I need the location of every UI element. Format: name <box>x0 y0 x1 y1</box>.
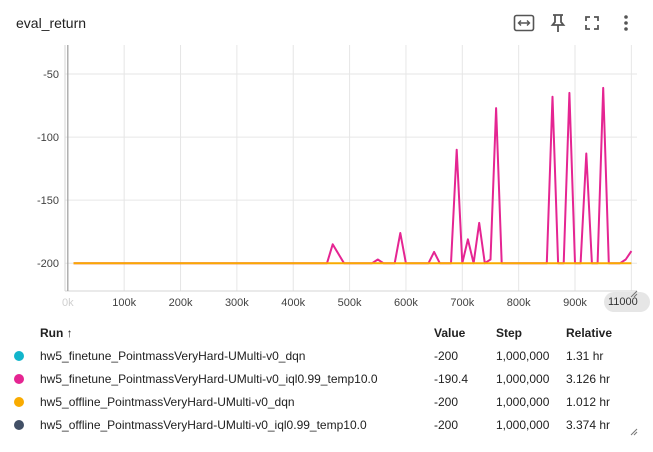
sort-arrow-icon: ↑ <box>66 326 73 340</box>
run-value: -190.4 <box>434 371 469 386</box>
run-name: hw5_finetune_PointmassVeryHard-UMulti-v0… <box>40 371 378 386</box>
y-tick-label: -50 <box>43 69 59 81</box>
fit-domain-icon <box>513 14 535 32</box>
table-row[interactable]: hw5_finetune_PointmassVeryHard-UMulti-v0… <box>14 367 646 390</box>
run-color-dot <box>14 374 24 385</box>
value-column-header[interactable]: Value <box>434 326 466 340</box>
x-tick-label: 0k <box>62 297 74 309</box>
pin-button[interactable] <box>541 11 575 35</box>
y-tick-label: -150 <box>37 195 59 207</box>
x-tick-label: 100k <box>112 297 136 309</box>
y-tick-label: -100 <box>37 132 59 144</box>
run-step: 1,000,000 <box>496 394 550 409</box>
chart-toolbar <box>507 11 643 35</box>
run-step: 1,000,000 <box>496 371 550 386</box>
x-tick-label: 300k <box>225 297 249 309</box>
run-color-dot <box>14 397 24 408</box>
run-name: hw5_offline_PointmassVeryHard-UMulti-v0_… <box>40 417 367 432</box>
run-step: 1,000,000 <box>496 417 550 432</box>
x-tick-label: 700k <box>450 297 474 309</box>
table-row[interactable]: hw5_offline_PointmassVeryHard-UMulti-v0_… <box>14 413 646 436</box>
x-tick-label: 900k <box>563 297 587 309</box>
run-relative: 1.31 hr <box>566 348 604 363</box>
table-row[interactable]: hw5_finetune_PointmassVeryHard-UMulti-v0… <box>14 344 646 367</box>
zoom-label-pill: 11000 <box>604 292 650 312</box>
relative-column-header[interactable]: Relative <box>566 326 613 340</box>
run-name: hw5_offline_PointmassVeryHard-UMulti-v0_… <box>40 394 295 409</box>
run-relative: 1.012 hr <box>566 394 611 409</box>
y-tick-label: -200 <box>37 258 59 270</box>
fullscreen-button[interactable] <box>575 11 609 35</box>
x-tick-label: 600k <box>394 297 418 309</box>
table-resize-handle-icon[interactable] <box>630 428 638 436</box>
chart-title: eval_return <box>16 15 87 31</box>
run-value: -200 <box>434 394 459 409</box>
run-step: 1,000,000 <box>496 348 550 363</box>
series-line <box>73 86 633 265</box>
more-vert-icon <box>624 15 628 31</box>
x-tick-label: 800k <box>507 297 531 309</box>
run-name: hw5_finetune_PointmassVeryHard-UMulti-v0… <box>40 348 306 363</box>
pin-icon <box>550 14 566 32</box>
x-tick-label: 400k <box>281 297 305 309</box>
run-color-dot <box>14 420 24 431</box>
table-header-row: Run ↑ Value Step Relative <box>14 322 646 344</box>
x-tick-label: 500k <box>338 297 362 309</box>
run-color-dot <box>14 351 24 362</box>
run-relative: 3.374 hr <box>566 417 611 432</box>
run-column-header[interactable]: Run ↑ <box>40 326 73 340</box>
fit-domain-button[interactable] <box>507 11 541 35</box>
x-tick-label: 200k <box>169 297 193 309</box>
run-relative: 3.126 hr <box>566 371 611 386</box>
runs-table: Run ↑ Value Step Relative hw5_finetune_P… <box>14 322 646 436</box>
run-value: -200 <box>434 417 459 432</box>
table-row[interactable]: hw5_offline_PointmassVeryHard-UMulti-v0_… <box>14 390 646 413</box>
chart-resize-handle-icon[interactable] <box>630 290 638 298</box>
line-chart[interactable]: -50 -100 -150 -200 0k 100k 200k 300k 400k 500k 600… <box>0 40 653 315</box>
fullscreen-icon <box>585 16 599 30</box>
run-value: -200 <box>434 348 459 363</box>
more-options-button[interactable] <box>609 11 643 35</box>
step-column-header[interactable]: Step <box>496 326 523 340</box>
